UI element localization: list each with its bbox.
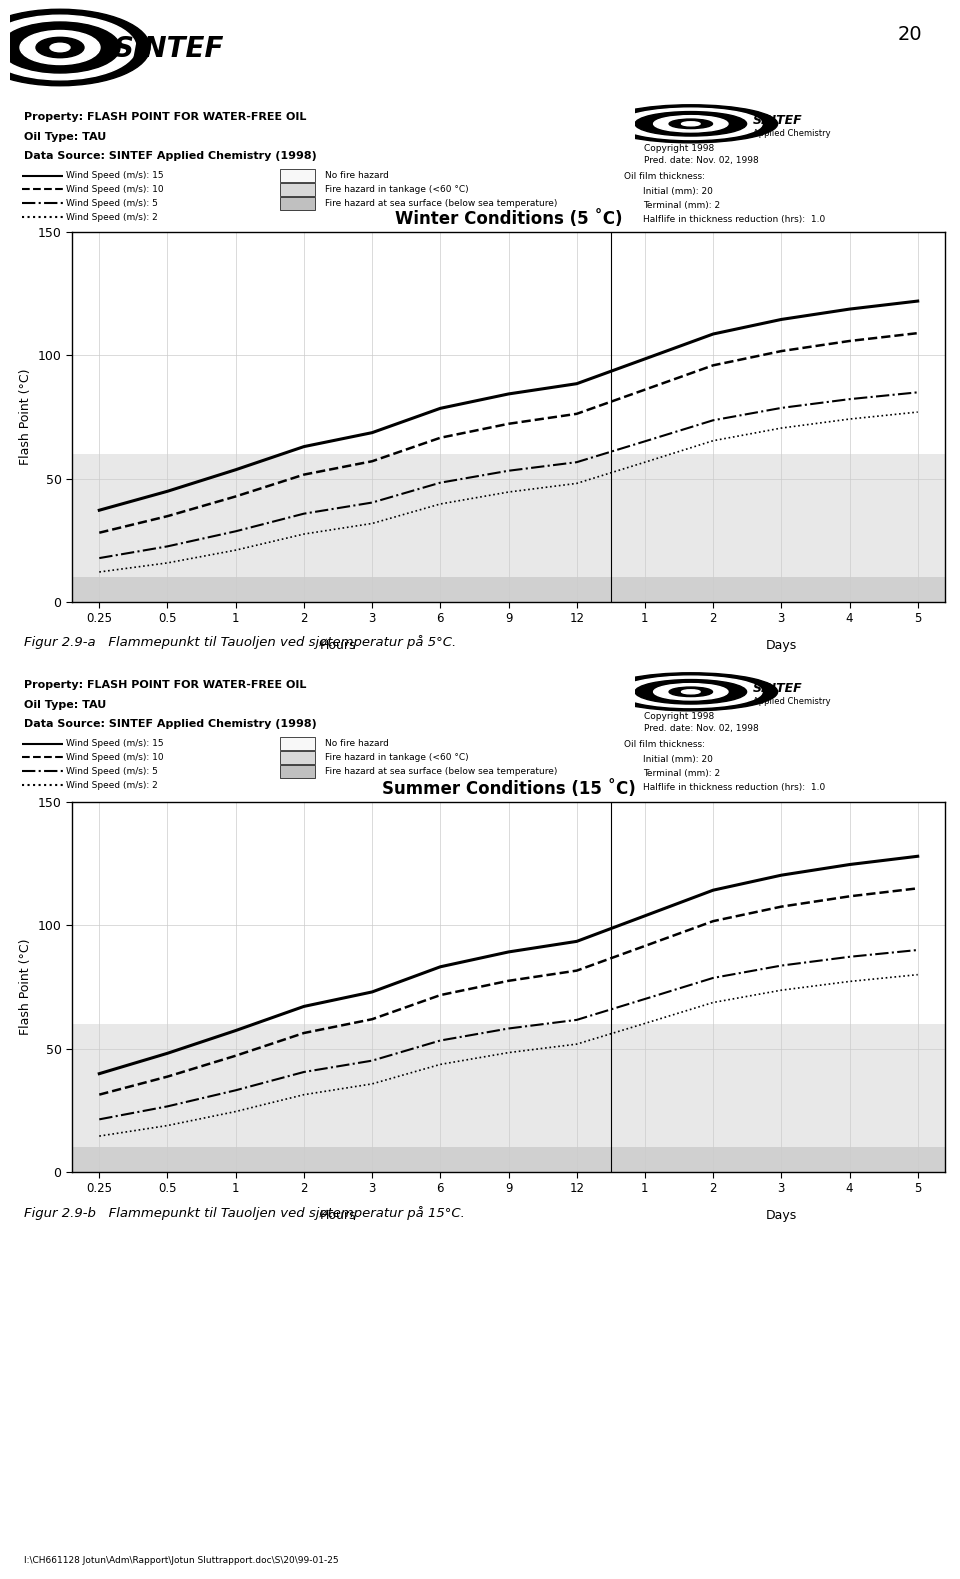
Text: Pred. date: Nov. 02, 1998: Pred. date: Nov. 02, 1998 — [644, 156, 759, 164]
Text: Wind Speed (m/s): 2: Wind Speed (m/s): 2 — [66, 213, 157, 221]
Text: Applied Chemistry: Applied Chemistry — [753, 696, 830, 706]
Bar — [72, 578, 945, 602]
Y-axis label: Flash Point (°C): Flash Point (°C) — [19, 369, 32, 466]
Bar — [280, 752, 316, 764]
Text: Wind Speed (m/s): 5: Wind Speed (m/s): 5 — [66, 767, 158, 775]
Circle shape — [669, 687, 712, 696]
Bar — [72, 1148, 945, 1172]
Text: Wind Speed (m/s): 15: Wind Speed (m/s): 15 — [66, 739, 164, 748]
Text: Copyright 1998: Copyright 1998 — [644, 712, 714, 722]
Bar — [72, 232, 945, 455]
Text: SINTEF: SINTEF — [114, 35, 225, 63]
Text: Halflife in thickness reduction (hrs):  1.0: Halflife in thickness reduction (hrs): 1… — [643, 783, 825, 791]
Text: Data Source: SINTEF Applied Chemistry (1998): Data Source: SINTEF Applied Chemistry (1… — [24, 152, 317, 161]
Text: Data Source: SINTEF Applied Chemistry (1998): Data Source: SINTEF Applied Chemistry (1… — [24, 718, 317, 729]
Text: Wind Speed (m/s): 15: Wind Speed (m/s): 15 — [66, 171, 164, 180]
Circle shape — [635, 679, 747, 704]
Text: No fire hazard: No fire hazard — [324, 171, 389, 180]
Text: Fire hazard at sea surface (below sea temperature): Fire hazard at sea surface (below sea te… — [324, 767, 557, 775]
Text: Property: FLASH POINT FOR WATER-FREE OIL: Property: FLASH POINT FOR WATER-FREE OIL — [24, 681, 306, 690]
Text: Figur 2.9-a   Flammepunkt til Tauoljen ved sjøtemperatur på 5°C.: Figur 2.9-a Flammepunkt til Tauoljen ved… — [24, 635, 457, 649]
Text: 20: 20 — [898, 25, 923, 44]
Circle shape — [36, 38, 84, 58]
Circle shape — [669, 118, 712, 128]
Text: Days: Days — [766, 639, 797, 652]
Text: Wind Speed (m/s): 5: Wind Speed (m/s): 5 — [66, 199, 158, 208]
Text: Wind Speed (m/s): 10: Wind Speed (m/s): 10 — [66, 753, 164, 763]
Y-axis label: Flash Point (°C): Flash Point (°C) — [19, 940, 32, 1036]
Circle shape — [0, 16, 136, 81]
Text: Oil Type: TAU: Oil Type: TAU — [24, 699, 107, 711]
Circle shape — [682, 690, 700, 693]
Text: Property: FLASH POINT FOR WATER-FREE OIL: Property: FLASH POINT FOR WATER-FREE OIL — [24, 112, 306, 122]
Text: Pred. date: Nov. 02, 1998: Pred. date: Nov. 02, 1998 — [644, 723, 759, 733]
Text: Halflife in thickness reduction (hrs):  1.0: Halflife in thickness reduction (hrs): 1… — [643, 215, 825, 224]
Text: SINTEF: SINTEF — [753, 114, 803, 126]
Circle shape — [604, 104, 778, 142]
Circle shape — [0, 9, 150, 85]
Title: Winter Conditions (5 ˚C): Winter Conditions (5 ˚C) — [395, 210, 622, 227]
Text: Initial (mm): 20: Initial (mm): 20 — [643, 186, 712, 196]
Text: Oil Type: TAU: Oil Type: TAU — [24, 133, 107, 142]
Text: Oil film thickness:: Oil film thickness: — [624, 172, 706, 182]
Bar — [72, 455, 945, 578]
Text: Days: Days — [766, 1210, 797, 1222]
Text: Terminal (mm): 2: Terminal (mm): 2 — [643, 769, 720, 778]
Text: Terminal (mm): 2: Terminal (mm): 2 — [643, 201, 720, 210]
Text: Hours: Hours — [320, 639, 356, 652]
Text: Fire hazard in tankage (<60 °C): Fire hazard in tankage (<60 °C) — [324, 753, 468, 763]
Circle shape — [50, 43, 70, 52]
Circle shape — [619, 107, 762, 139]
Bar — [280, 169, 316, 182]
Text: Initial (mm): 20: Initial (mm): 20 — [643, 755, 712, 764]
Text: Wind Speed (m/s): 2: Wind Speed (m/s): 2 — [66, 780, 157, 790]
Text: Figur 2.9-b   Flammepunkt til Tauoljen ved sjøtemperatur på 15°C.: Figur 2.9-b Flammepunkt til Tauoljen ved… — [24, 1206, 466, 1221]
Text: Copyright 1998: Copyright 1998 — [644, 144, 714, 153]
Circle shape — [0, 22, 120, 73]
Text: Fire hazard in tankage (<60 °C): Fire hazard in tankage (<60 °C) — [324, 185, 468, 194]
Bar — [280, 737, 316, 750]
Text: Hours: Hours — [320, 1210, 356, 1222]
Text: Wind Speed (m/s): 10: Wind Speed (m/s): 10 — [66, 185, 164, 194]
Text: SINTEF: SINTEF — [753, 682, 803, 695]
Circle shape — [604, 673, 778, 711]
Text: No fire hazard: No fire hazard — [324, 739, 389, 748]
Bar — [280, 197, 316, 210]
Text: I:\CH661128 Jotun\Adm\Rapport\Jotun Sluttrapport.doc\S\20\99-01-25: I:\CH661128 Jotun\Adm\Rapport\Jotun Slut… — [24, 1555, 339, 1565]
Bar — [72, 802, 945, 1025]
Circle shape — [20, 30, 100, 65]
Circle shape — [635, 112, 747, 136]
Text: Applied Chemistry: Applied Chemistry — [753, 128, 830, 137]
Circle shape — [654, 684, 728, 699]
Circle shape — [682, 122, 700, 126]
Circle shape — [619, 676, 762, 707]
Bar — [72, 1025, 945, 1148]
Circle shape — [654, 115, 728, 133]
Bar — [280, 764, 316, 777]
Text: Fire hazard at sea surface (below sea temperature): Fire hazard at sea surface (below sea te… — [324, 199, 557, 208]
Text: Oil film thickness:: Oil film thickness: — [624, 741, 706, 750]
Title: Summer Conditions (15 ˚C): Summer Conditions (15 ˚C) — [382, 780, 636, 797]
Bar — [280, 183, 316, 196]
